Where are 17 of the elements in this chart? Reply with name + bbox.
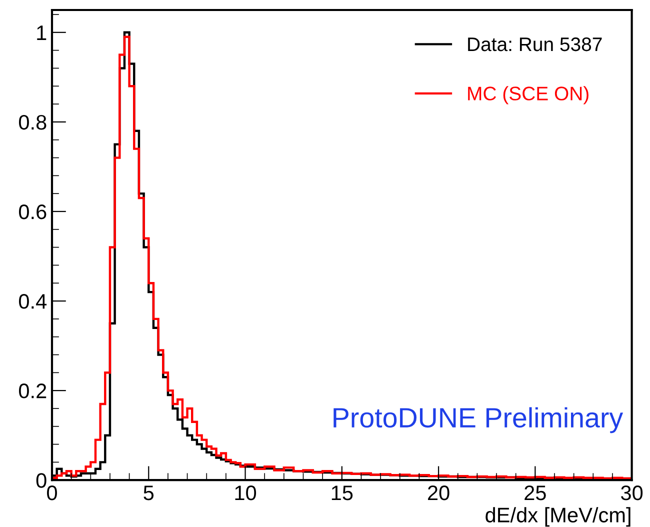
x-tick-label: 25 — [524, 486, 546, 500]
y-tick-label: 0.4 — [18, 294, 47, 309]
x-tick-label: 30 — [621, 486, 643, 500]
y-tick-label: 0.6 — [18, 204, 46, 220]
x-tick-label: 20 — [428, 486, 450, 500]
y-tick-label: 1 — [37, 26, 46, 40]
x-tick-label: 15 — [332, 486, 353, 500]
annotation: ProtoDUNE Preliminary — [334, 407, 624, 434]
x-tick-label: 5 — [144, 486, 154, 500]
legend-label: Data: Run 5387 — [468, 37, 602, 52]
x-tick-label: 0 — [47, 486, 57, 500]
legend-label: MC (SCE ON) — [468, 86, 588, 104]
y-tick-label: 0.8 — [18, 114, 46, 130]
y-tick-label: 0.2 — [18, 384, 46, 398]
y-tick-label: 0 — [36, 473, 46, 488]
x-axis-title: dE/dx [MeV/cm] — [486, 507, 630, 527]
x-tick-label: 10 — [235, 486, 256, 500]
